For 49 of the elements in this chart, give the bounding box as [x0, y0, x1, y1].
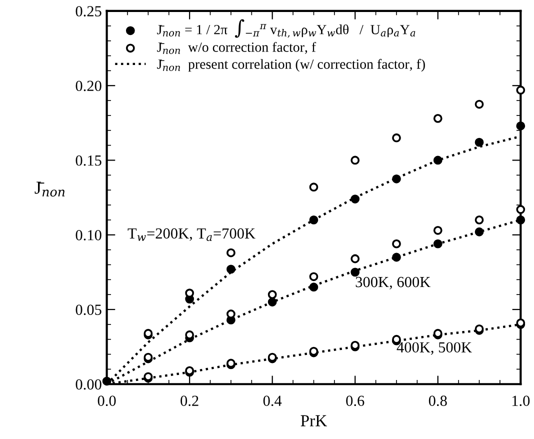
annotation: T$_{w}$=200K, T$_{a}$=700K	[128, 228, 256, 241]
point	[474, 227, 484, 236]
text: J̄$_{non}$ = 1 / 2π ∫$_{−π}$$^{π}$ v$_{th,w}$ρ$_{w}$Y$_{w}$dθ / U$_{a}$ρ$_{a}$Y$_{a}$	[157, 19, 416, 38]
point	[226, 248, 236, 258]
point	[433, 239, 442, 248]
point	[309, 182, 318, 192]
point	[474, 215, 484, 224]
point	[474, 100, 484, 109]
point	[392, 239, 401, 248]
annotation: 300K, 600K	[356, 276, 430, 290]
x-tick-label: 0.6	[346, 396, 364, 406]
point	[433, 156, 442, 165]
x-tick-label: 0.2	[180, 396, 198, 406]
point	[392, 133, 401, 142]
point	[516, 121, 526, 130]
point	[392, 252, 401, 262]
x-tick-label: 0.8	[428, 396, 447, 406]
point	[102, 376, 112, 386]
point	[268, 298, 277, 306]
annotation: 400K, 500K	[396, 342, 472, 355]
point	[516, 86, 526, 95]
point	[268, 290, 277, 300]
y-tick-label: 0.05	[76, 304, 102, 316]
point	[350, 194, 360, 204]
y-tick-label: 0.15	[76, 155, 102, 166]
point	[433, 226, 442, 235]
y-tick-label: 0.25	[76, 6, 102, 16]
y-tick-label: 0.00	[76, 379, 102, 390]
point	[516, 215, 526, 224]
point	[309, 272, 318, 282]
point	[350, 156, 360, 165]
x-tick-label: 0.0	[98, 396, 116, 406]
point	[226, 264, 236, 274]
y-tick-label: 0.10	[76, 230, 102, 240]
y-tick-label: 0.20	[76, 80, 102, 92]
x-tick-label: 1.0	[512, 396, 530, 406]
legend-label: J̄$_{non}$ w/o correction factor, f	[157, 42, 316, 54]
point	[433, 114, 442, 123]
x-tick-label: 0.4	[263, 396, 282, 406]
point	[350, 268, 360, 277]
point	[516, 205, 526, 214]
point	[309, 215, 318, 224]
point	[474, 138, 484, 147]
point	[309, 282, 318, 292]
y-axis-title: J̄$_{non}$	[34, 182, 65, 197]
point	[392, 174, 401, 184]
x-axis-title: PrK	[300, 415, 327, 426]
point	[350, 254, 360, 264]
legend-label: J̄$_{non}$ present correlation (w/ correction factor, f)	[157, 58, 425, 72]
